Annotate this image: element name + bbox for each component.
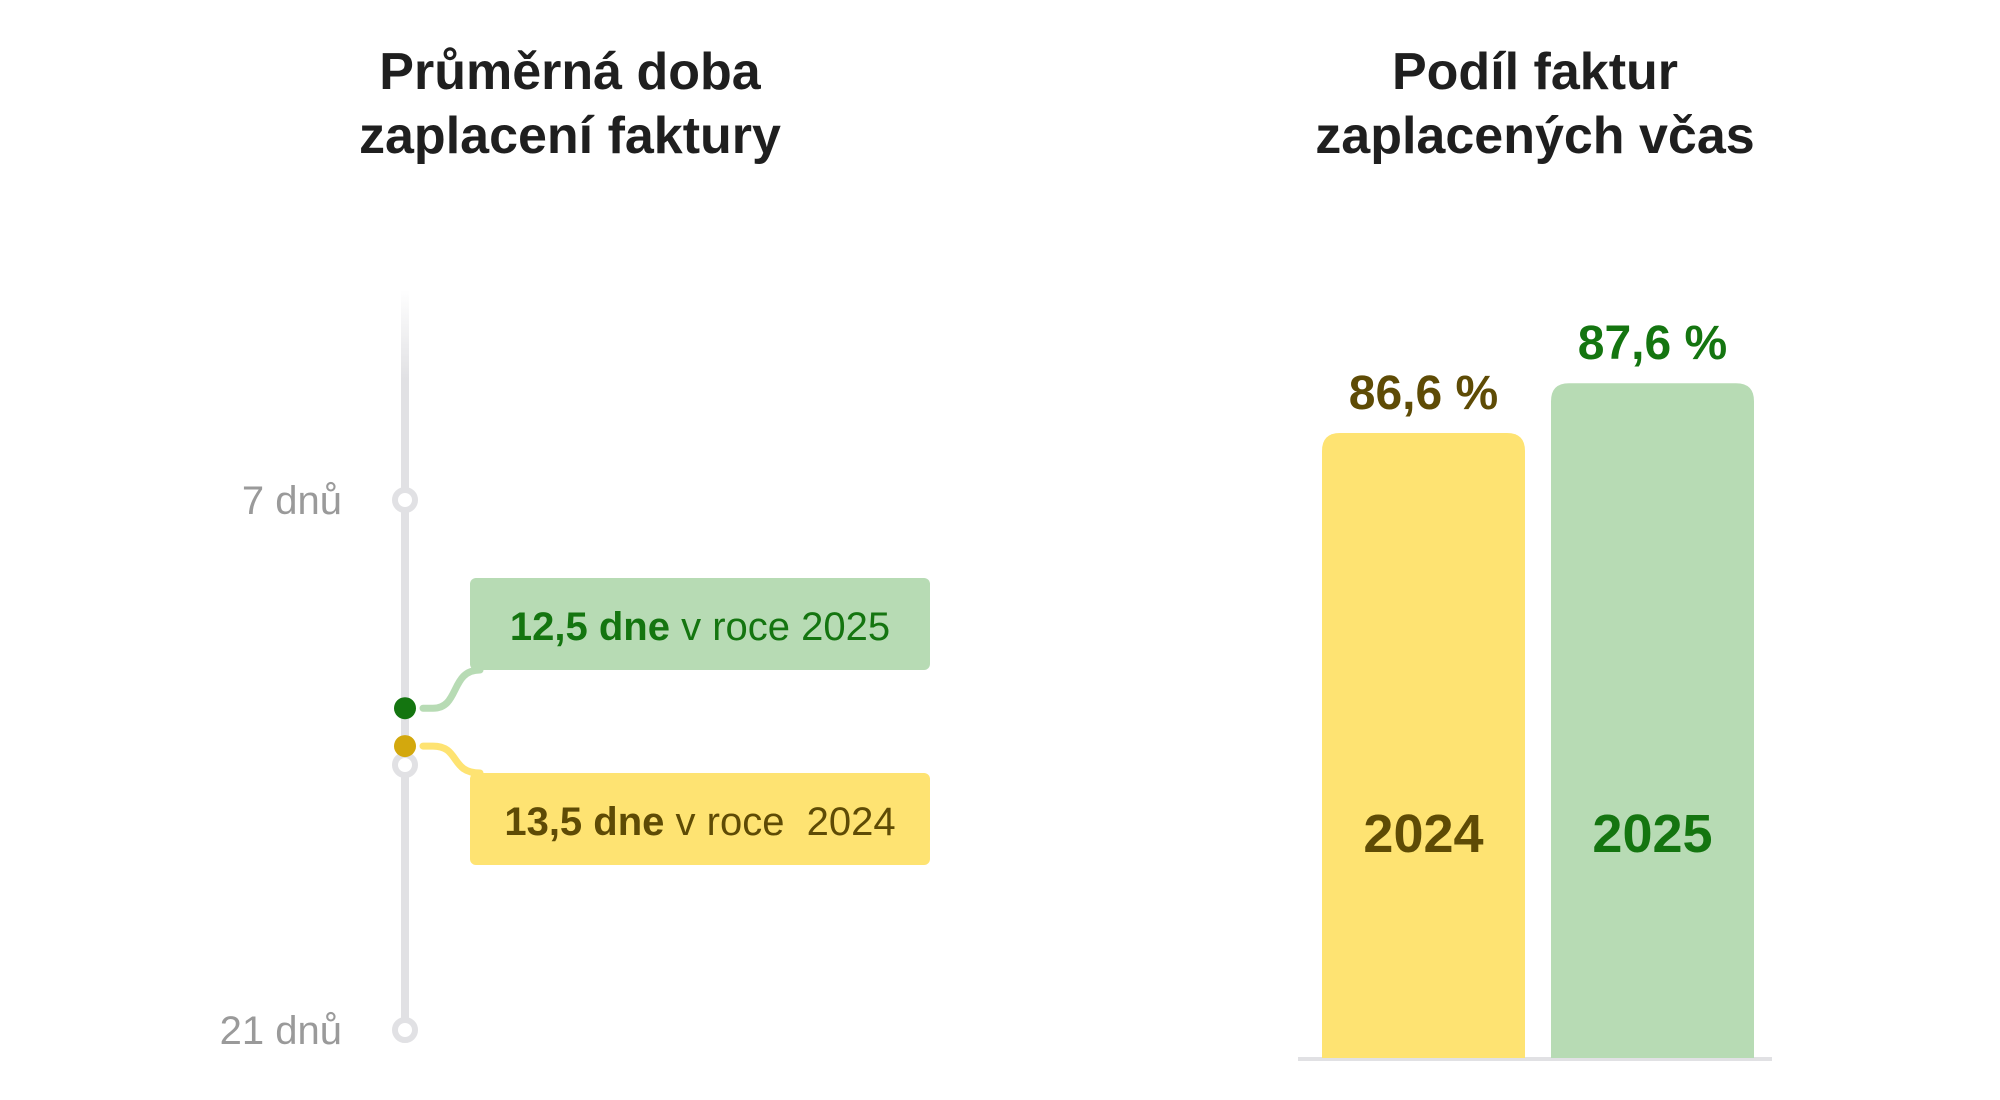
- callout-connector-2024: [419, 742, 484, 777]
- axis-tick-marker: [392, 487, 418, 513]
- timeline-point-2024: [394, 735, 416, 758]
- axis-tick-marker: [392, 752, 418, 778]
- timeline-axis: [401, 290, 409, 1030]
- axis-tick-label: 7 dnů: [242, 479, 342, 523]
- bar-chart-title: Podíl faktur zaplacených včas: [1155, 40, 1915, 168]
- timeline-title-line-1: Průměrná doba: [379, 43, 761, 101]
- timeline-title-line-2: zaplacení faktury: [359, 107, 781, 165]
- bar-2025: [1551, 383, 1754, 1058]
- callout-year-text-2024: v roce 2024: [664, 800, 895, 844]
- callout-connector-2025: [419, 666, 484, 712]
- axis-tick-label: 21 dnů: [220, 1009, 342, 1053]
- callout-label-2025: 12,5 dne v roce 2025: [510, 605, 890, 649]
- bar-category-label-2024: 2024: [1363, 804, 1483, 864]
- bar-chart: 86,6 % 2024 87,6 % 2025: [1298, 317, 1772, 1061]
- callout-box-2024: [470, 773, 930, 865]
- bar-chart-title-line-1: Podíl faktur: [1391, 43, 1679, 101]
- timeline-title: Průměrná doba zaplacení faktury: [190, 40, 950, 168]
- timeline-point-2025: [394, 697, 416, 720]
- bar-chart-title-line-2: zaplacených včas: [1315, 107, 1755, 165]
- bar-value-label-2024: 86,6 %: [1349, 367, 1498, 420]
- callout-value-2025: 12,5 dne: [510, 605, 670, 649]
- bar-2024: [1322, 433, 1525, 1058]
- bar-value-label-2025: 87,6 %: [1578, 317, 1727, 370]
- axis-tick-marker: [392, 1017, 418, 1043]
- callout-box-2025: [470, 578, 930, 670]
- bar-category-label-2025: 2025: [1592, 804, 1712, 864]
- bar-baseline: [1298, 1057, 1772, 1061]
- timeline-chart: 7 dnů 21 dnů 12,5 dne v roce 2025 13,5 dne …: [220, 290, 930, 1053]
- callout-value-2024: 13,5 dne: [504, 800, 664, 844]
- callout-year-text-2025: v roce 2025: [670, 605, 890, 649]
- callout-label-2024: 13,5 dne v roce 2024: [504, 800, 895, 844]
